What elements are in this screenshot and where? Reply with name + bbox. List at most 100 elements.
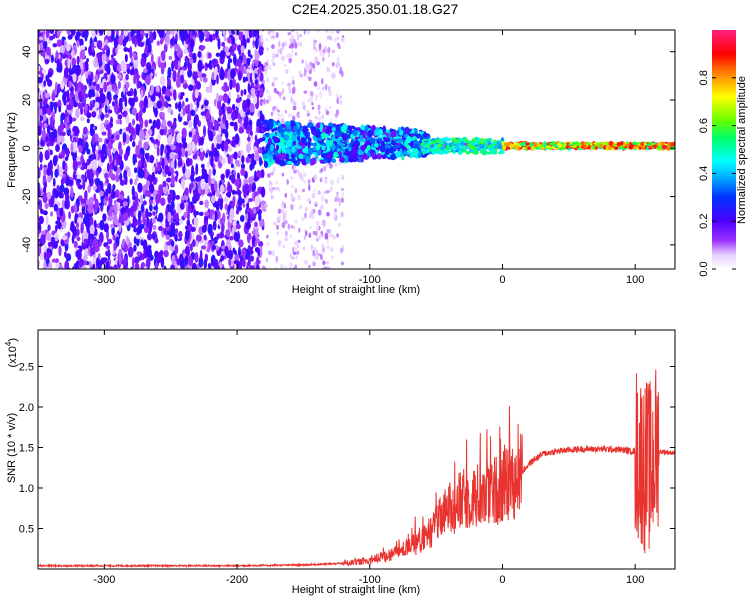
spectrogram-cell	[137, 153, 143, 159]
spectrogram-cell	[174, 158, 177, 169]
spectrogram-cell	[72, 141, 77, 154]
spectrogram-cell	[117, 44, 122, 50]
spectrogram-cell	[170, 144, 176, 151]
spectrogram-cell	[303, 90, 308, 94]
spectrogram-cell	[297, 194, 301, 201]
spectrogram-cell	[480, 137, 484, 142]
spectrogram-cell	[55, 269, 60, 275]
spectrogram-cell	[131, 185, 135, 197]
spectrogram-cell	[321, 86, 325, 91]
spectrogram-cell	[52, 43, 58, 48]
spectrogram-cell	[42, 23, 45, 28]
spectrogram-cell	[378, 137, 383, 143]
spectrogram-cell	[163, 250, 169, 258]
spectrogram-cell	[302, 172, 307, 178]
spectrogram-cell	[341, 37, 345, 43]
spectrogram-cell	[84, 30, 89, 39]
spectrogram-cell	[298, 25, 300, 29]
spectrogram-cell	[212, 167, 216, 176]
spectrogram-cell	[135, 196, 138, 205]
spectrogram-cell	[320, 194, 325, 202]
spectrogram-cell	[231, 30, 236, 35]
spectrogram-cell	[187, 61, 192, 72]
spectrogram-cell	[213, 147, 218, 158]
spectrogram-cell	[172, 70, 177, 82]
spectrogram-cell	[56, 65, 62, 73]
spectrogram-cell	[38, 43, 41, 52]
spectrogram-cell	[274, 77, 278, 81]
spectrogram-cell	[131, 203, 138, 212]
spectrogram-cell	[182, 141, 188, 149]
spectrogram-cell	[63, 93, 67, 102]
spectrogram-cell	[270, 194, 274, 200]
spectrogram-cell	[50, 211, 54, 217]
spectrogram-cell	[280, 263, 284, 269]
spectrogram-cell	[297, 271, 301, 275]
spectrogram-cell	[341, 175, 345, 181]
spectrogram-cell	[67, 34, 73, 40]
spectrogram-cell	[324, 265, 328, 269]
spectrogram-cell	[243, 117, 249, 129]
spectrogram-cell	[277, 148, 281, 154]
spectrogram-cell	[272, 221, 277, 226]
spectrogram-cell	[58, 166, 64, 178]
spectrogram-cell	[338, 200, 341, 207]
spectrogram-cell	[288, 21, 290, 25]
spectrogram-cell	[44, 54, 50, 61]
spectrogram-cell	[54, 101, 57, 114]
spectrogram-cell	[66, 116, 70, 122]
spectrogram-cell	[214, 120, 220, 132]
spectrogram-cell	[201, 73, 207, 78]
spectrogram-cell	[317, 20, 319, 26]
spectrogram-cell	[224, 203, 229, 211]
spectrogram-cell	[179, 272, 185, 276]
spectrogram-cell	[291, 163, 294, 170]
spectrogram-cell	[68, 115, 73, 125]
spectrogram-cell	[294, 219, 298, 224]
spectrogram-cell	[150, 94, 156, 102]
spectrogram-cell	[66, 104, 72, 111]
spectrogram-cell	[353, 156, 358, 163]
spectrogram-cell	[134, 36, 138, 48]
spectrogram-cell	[119, 148, 124, 157]
spectrogram-cell	[312, 147, 316, 152]
spectrogram-cell	[35, 266, 38, 272]
spectrogram-cell	[160, 149, 163, 157]
spectrogram-cell	[138, 169, 145, 179]
spectrogram-cell	[208, 130, 214, 142]
spectrogram-cell	[40, 140, 44, 147]
spectrogram-cell	[335, 92, 339, 99]
spectrogram-cell	[136, 227, 140, 236]
spectrogram-cell	[174, 244, 179, 255]
spectrogram-cell	[187, 241, 191, 247]
spectrogram-cell	[93, 219, 97, 229]
spectrogram-cell	[194, 77, 198, 85]
spectrogram-cell	[297, 40, 301, 47]
spectrogram-cell	[82, 140, 86, 149]
spectrogram-cell	[338, 62, 341, 68]
spectrogram-cell	[154, 250, 160, 259]
spectrogram-cell	[266, 241, 270, 247]
spectrogram-cell	[47, 108, 52, 113]
spectrogram-cell	[155, 91, 160, 97]
spectrogram-cell	[406, 135, 412, 144]
spectrogram-cell	[229, 208, 235, 221]
spectrogram-cell	[75, 108, 80, 119]
spectrogram-cell	[336, 56, 340, 64]
spectrogram-cell	[506, 147, 511, 150]
spectrogram-cell	[200, 146, 204, 153]
spectrogram-cell	[101, 143, 107, 155]
spectrogram-cell	[92, 159, 98, 171]
spectrogram-cell	[267, 173, 271, 178]
spectrogram-cell	[259, 268, 261, 269]
spectrogram-cell	[125, 81, 130, 89]
spectrogram-cell	[245, 64, 249, 71]
spectrogram-cell	[60, 135, 65, 143]
spectrogram-cell	[89, 247, 96, 256]
spectrogram-cell	[212, 213, 215, 221]
spectrogram-cell	[193, 209, 197, 218]
spectrogram-cell	[143, 265, 148, 269]
spectrogram-cell	[50, 195, 55, 207]
spectrogram-cell	[308, 232, 312, 238]
spectrogram-cell	[166, 151, 170, 161]
